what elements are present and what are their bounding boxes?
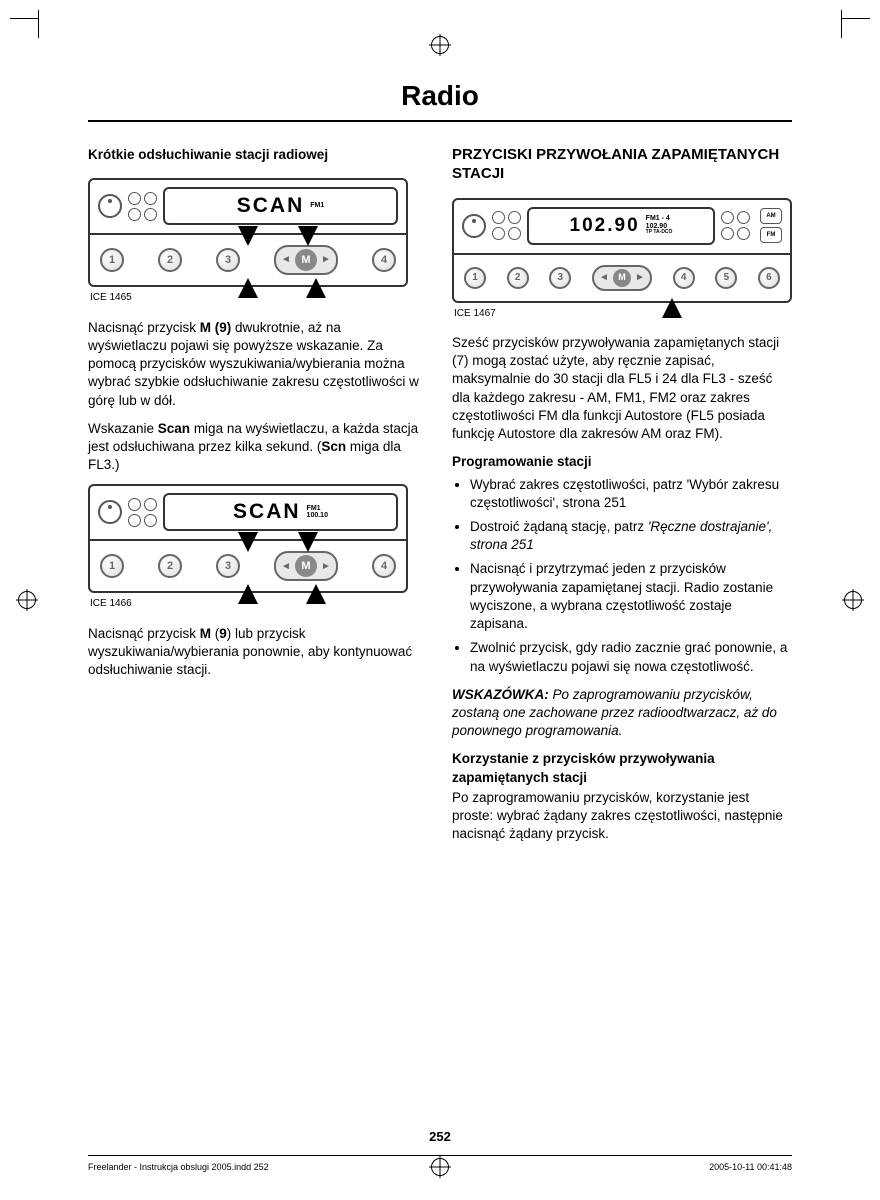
paragraph: Wskazanie Scan miga na wyświetlaczu, a k… bbox=[88, 420, 420, 475]
registration-mark bbox=[431, 36, 449, 54]
small-buttons bbox=[128, 192, 157, 221]
radio-display: SCAN FM1 bbox=[163, 187, 398, 225]
list-item: Dostroić żądaną stację, patrz 'Ręczne do… bbox=[470, 518, 792, 554]
arrow-down-icon bbox=[298, 226, 318, 246]
arrow-up-icon bbox=[238, 278, 258, 298]
preset-button: 2 bbox=[507, 267, 529, 289]
radio-figure-1: SCAN FM1 1 2 3 ◄ M ► 4 bbox=[88, 178, 408, 287]
left-column: Krótkie odsłuchiwanie stacji radiowej SC… bbox=[88, 146, 420, 853]
display-sub-text: FM1100.10 bbox=[307, 505, 328, 520]
bullet-list: Wybrać zakres częstotliwości, patrz 'Wyb… bbox=[452, 476, 792, 676]
preset-button: 3 bbox=[216, 248, 240, 272]
preset-button: 3 bbox=[549, 267, 571, 289]
subheading: Programowanie stacji bbox=[452, 453, 792, 471]
paragraph: Sześć przycisków przywoływania zapamięta… bbox=[452, 334, 792, 443]
m-button: M bbox=[295, 249, 317, 271]
volume-knob-icon bbox=[98, 194, 122, 218]
registration-mark bbox=[431, 1158, 449, 1176]
display-sub-text: FM1 bbox=[310, 202, 324, 210]
figure-caption: ICE 1467 bbox=[454, 307, 792, 321]
preset-button: 2 bbox=[158, 248, 182, 272]
hint-paragraph: WSKAZÓWKA: Po zaprogramowaniu przycisków… bbox=[452, 686, 792, 741]
display-sub-text: FM1 - 4 102.90 TP TA-DCO bbox=[646, 215, 673, 236]
crop-mark bbox=[38, 10, 39, 38]
preset-button: 1 bbox=[100, 554, 124, 578]
subheading: Korzystanie z przycisków przywoływania z… bbox=[452, 750, 792, 786]
radio-figure-3: 102.90 FM1 - 4 102.90 TP TA-DCO AM FM bbox=[452, 198, 792, 303]
preset-button: 1 bbox=[464, 267, 486, 289]
right-heading: PRZYCISKI PRZYWOŁANIA ZAPAMIĘTANYCH STAC… bbox=[452, 146, 792, 184]
preset-button: 6 bbox=[758, 267, 780, 289]
arrow-down-icon bbox=[298, 532, 318, 552]
crop-mark bbox=[841, 10, 842, 38]
preset-button: 4 bbox=[372, 554, 396, 578]
m-button-cluster: ◄ M ► bbox=[274, 245, 338, 275]
page-title: Radio bbox=[88, 80, 792, 112]
crop-mark bbox=[10, 18, 38, 19]
preset-button: 4 bbox=[673, 267, 695, 289]
preset-button: 2 bbox=[158, 554, 182, 578]
list-item: Wybrać zakres częstotliwości, patrz 'Wyb… bbox=[470, 476, 792, 512]
paragraph: Nacisnąć przycisk M (9) lub przycisk wys… bbox=[88, 625, 420, 680]
arrow-up-icon bbox=[662, 298, 682, 318]
band-buttons: AM FM bbox=[760, 208, 782, 243]
paragraph: Nacisnąć przycisk M (9) dwukrotnie, aż n… bbox=[88, 319, 420, 410]
arrow-down-icon bbox=[238, 532, 258, 552]
radio-figure-2: SCAN FM1100.10 1 2 3 ◄M► 4 bbox=[88, 484, 408, 593]
footer-rule bbox=[88, 1155, 792, 1156]
page-number: 252 bbox=[429, 1129, 451, 1144]
arrow-up-icon bbox=[306, 584, 326, 604]
arrow-up-icon bbox=[306, 278, 326, 298]
list-item: Nacisnąć i przytrzymać jeden z przyciskó… bbox=[470, 560, 792, 633]
volume-knob-icon bbox=[462, 214, 486, 238]
preset-button: 4 bbox=[372, 248, 396, 272]
right-column: PRZYCISKI PRZYWOŁANIA ZAPAMIĘTANYCH STAC… bbox=[452, 146, 792, 853]
title-rule bbox=[88, 120, 792, 122]
preset-button: 5 bbox=[715, 267, 737, 289]
list-item: Zwolnić przycisk, gdy radio zacznie grać… bbox=[470, 639, 792, 675]
m-button-cluster: ◄M► bbox=[592, 265, 652, 291]
display-main-text: SCAN bbox=[233, 498, 301, 526]
arrow-down-icon bbox=[238, 226, 258, 246]
registration-mark bbox=[18, 591, 36, 609]
preset-button: 1 bbox=[100, 248, 124, 272]
left-heading: Krótkie odsłuchiwanie stacji radiowej bbox=[88, 146, 420, 164]
radio-display: SCAN FM1100.10 bbox=[163, 493, 398, 531]
volume-knob-icon bbox=[98, 500, 122, 524]
display-main-text: SCAN bbox=[237, 192, 305, 220]
paragraph: Po zaprogramowaniu przycisków, korzystan… bbox=[452, 789, 792, 844]
content-columns: Krótkie odsłuchiwanie stacji radiowej SC… bbox=[88, 146, 792, 853]
footer-right: 2005-10-11 00:41:48 bbox=[709, 1162, 792, 1172]
registration-mark bbox=[844, 591, 862, 609]
arrow-up-icon bbox=[238, 584, 258, 604]
m-button-cluster: ◄M► bbox=[274, 551, 338, 581]
display-main-text: 102.90 bbox=[570, 213, 640, 239]
radio-display: 102.90 FM1 - 4 102.90 TP TA-DCO bbox=[527, 207, 715, 245]
crop-mark bbox=[842, 18, 870, 19]
footer-left: Freelander - Instrukcja obslugi 2005.ind… bbox=[88, 1162, 269, 1172]
preset-button: 3 bbox=[216, 554, 240, 578]
